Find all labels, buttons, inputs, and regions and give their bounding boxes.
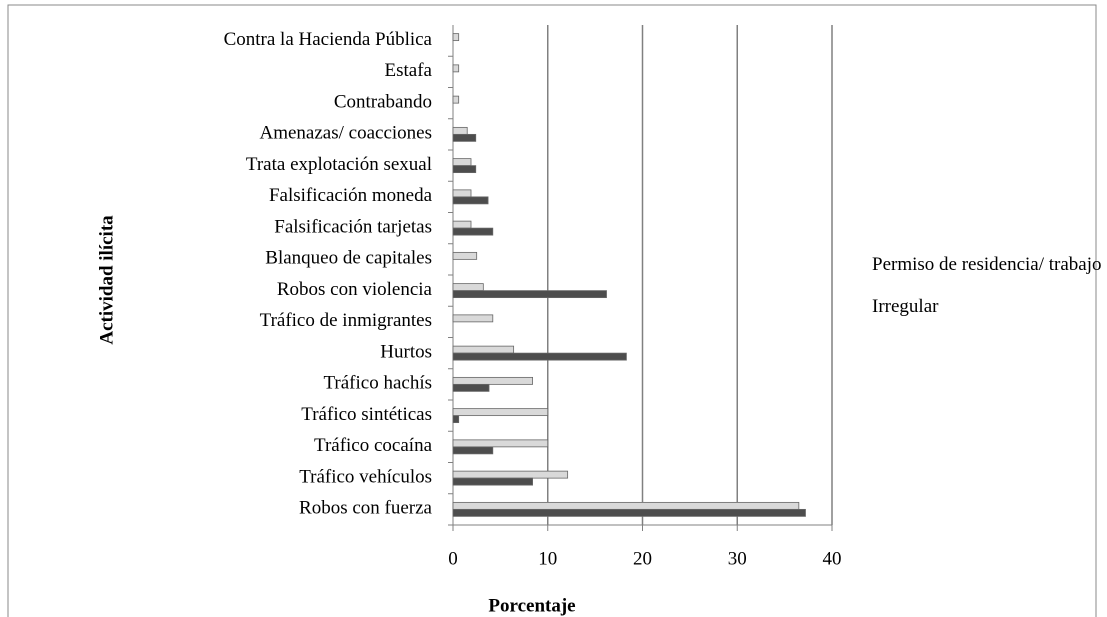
bar — [452, 314, 494, 323]
bar — [452, 165, 477, 174]
bar — [452, 383, 490, 392]
bar — [452, 439, 549, 448]
y-tick-label: Contra la Hacienda Pública — [224, 29, 433, 50]
bar — [452, 408, 549, 417]
y-tick-label: Robos con fuerza — [299, 498, 433, 519]
bar — [452, 126, 468, 135]
bar — [452, 158, 472, 167]
bar — [452, 352, 627, 361]
legend-item: Permiso de residencia/ trabajo — [872, 250, 1107, 280]
y-tick-label: Amenazas/ coacciones — [260, 123, 433, 144]
y-tick-label: Tráfico sintéticas — [301, 404, 432, 425]
y-tick-label: Trata explotación sexual — [246, 154, 432, 175]
bar — [452, 220, 472, 229]
legend-label: Irregular — [872, 296, 939, 317]
bar — [452, 376, 533, 385]
bar — [452, 508, 806, 517]
chart-frame — [7, 4, 1097, 617]
x-tick-label: 40 — [823, 548, 842, 569]
bar — [452, 501, 800, 510]
y-tick-label: Tráfico vehículos — [299, 466, 432, 487]
y-tick-label: Falsificación moneda — [269, 185, 433, 206]
bar — [452, 446, 494, 455]
bar — [452, 95, 460, 104]
x-tick-label: 30 — [728, 548, 747, 569]
bar — [452, 133, 477, 142]
y-tick-label: Estafa — [385, 60, 433, 81]
x-tick-label: 0 — [448, 548, 458, 569]
bar — [452, 477, 533, 486]
legend: Permiso de residencia/ trabajo Irregular — [872, 250, 1107, 334]
y-tick-label: Tráfico hachís — [323, 373, 432, 394]
bar — [452, 189, 472, 198]
legend-label: Permiso de residencia/ trabajo — [872, 254, 1102, 275]
bar — [452, 415, 460, 424]
bar — [452, 33, 460, 42]
y-tick-label: Tráfico cocaína — [314, 435, 433, 456]
bar — [452, 227, 494, 236]
y-tick-label: Robos con violencia — [277, 279, 433, 300]
bar — [452, 290, 607, 299]
y-tick-label: Blanqueo de capitales — [265, 248, 432, 269]
bar — [452, 196, 489, 205]
x-tick-label: 20 — [633, 548, 652, 569]
y-axis-label: Actividad ilícita — [96, 215, 117, 345]
bar — [452, 251, 478, 260]
bar — [452, 283, 484, 292]
x-axis-label: Porcentaje — [488, 595, 575, 616]
y-tick-label: Falsificación tarjetas — [274, 216, 432, 237]
bar — [452, 64, 460, 73]
y-tick-label: Tráfico de inmigrantes — [260, 310, 432, 331]
y-tick-label: Contrabando — [334, 91, 432, 112]
legend-item: Irregular — [872, 292, 1107, 322]
bar — [452, 470, 569, 479]
x-tick-label: 10 — [538, 548, 557, 569]
y-tick-label: Hurtos — [380, 341, 432, 362]
bar — [452, 345, 515, 354]
